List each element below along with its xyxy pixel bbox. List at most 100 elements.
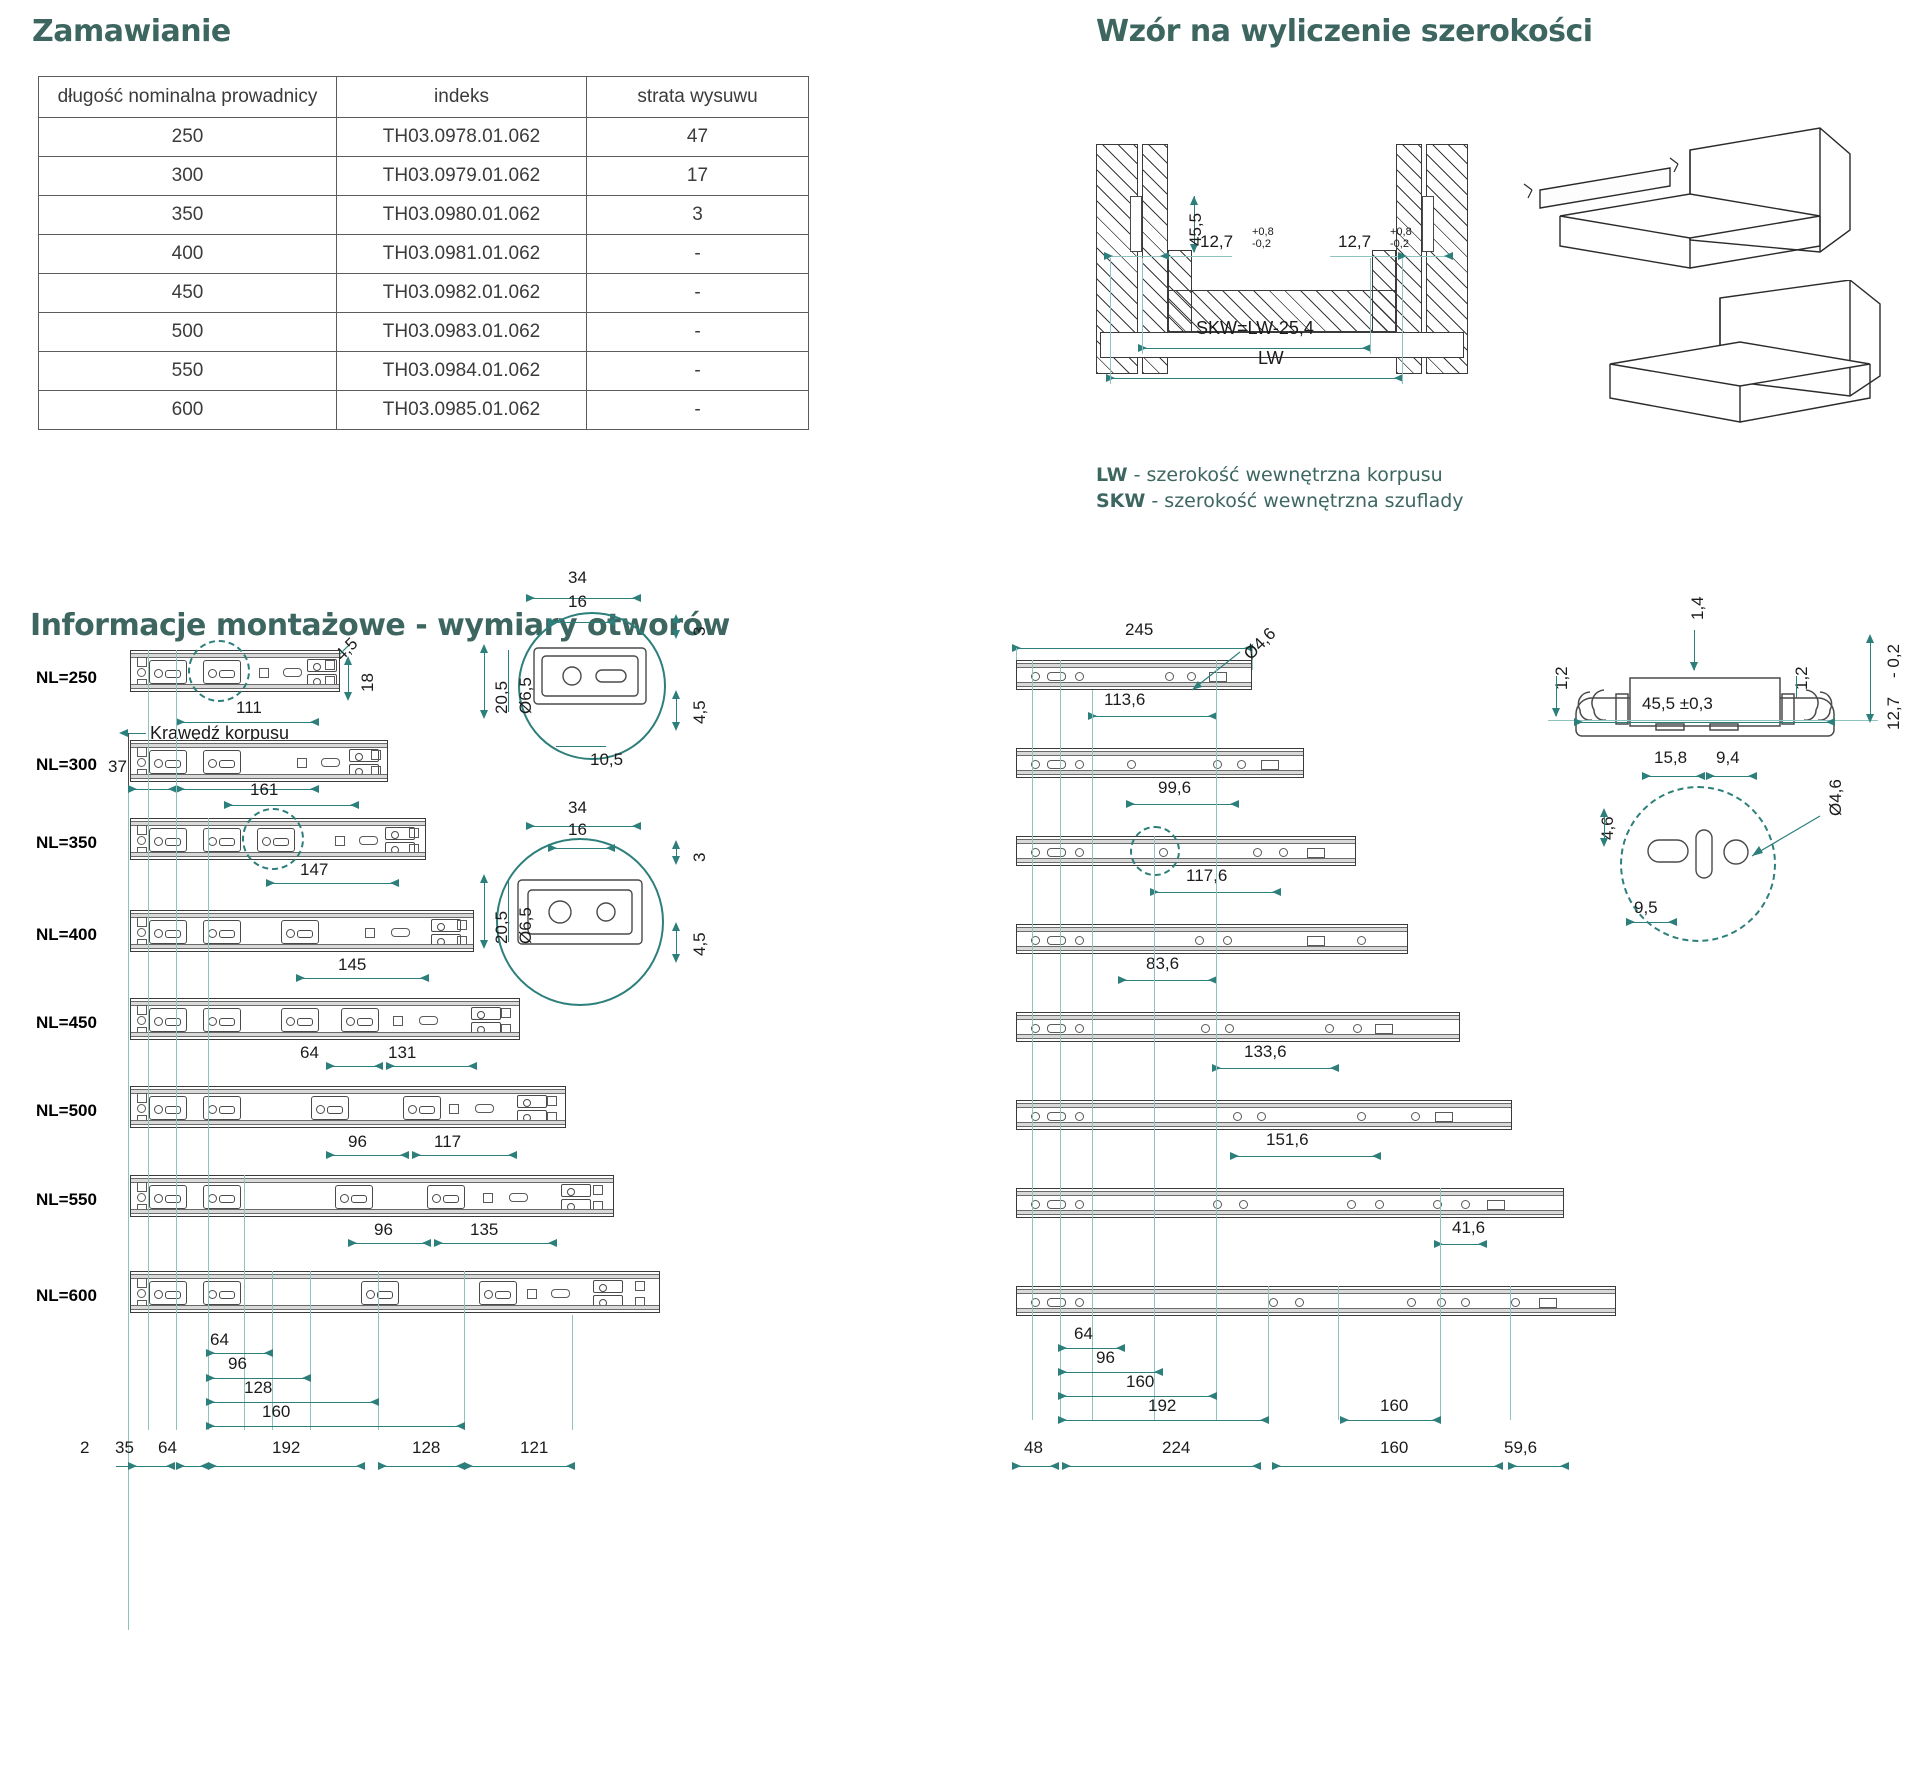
dim-113-6: 113,6 — [1104, 690, 1146, 709]
arrow-left — [1272, 888, 1281, 896]
square-hole — [137, 747, 147, 757]
square-hole — [501, 1024, 511, 1034]
dim-245: 245 — [1125, 620, 1154, 639]
dim-line-245 — [1016, 648, 1252, 649]
arrow-left — [1494, 1462, 1503, 1470]
arrow-down — [672, 954, 680, 963]
member-rail-2 — [1016, 748, 1304, 778]
mount-bracket — [149, 1008, 187, 1032]
arrow-right — [1058, 1368, 1067, 1376]
round-hole — [1213, 760, 1222, 769]
ext-line — [1142, 258, 1143, 354]
proj-line — [1268, 1286, 1269, 1420]
arrow-left — [302, 1374, 311, 1382]
arrow-down — [1866, 714, 1874, 723]
arrow-down — [1690, 662, 1698, 671]
dim-line — [1122, 980, 1216, 981]
arrow-left — [1362, 344, 1371, 352]
dim-detail1-205: 20,5 — [492, 680, 511, 714]
proj-line — [1060, 660, 1061, 1420]
rail-nl500 — [130, 1086, 566, 1128]
dim-133-6: 133,6 — [1244, 1042, 1287, 1061]
square-hole — [1375, 1024, 1393, 1034]
detail-marker-circle — [188, 640, 250, 702]
rail-nl550 — [130, 1175, 614, 1217]
proj-line — [1032, 660, 1033, 1420]
arrow-down — [1190, 244, 1198, 253]
round-hole — [137, 1289, 146, 1298]
square-hole — [137, 1300, 147, 1310]
cell-length: 500 — [38, 312, 337, 352]
round-hole — [137, 668, 146, 677]
cell-length: 250 — [38, 117, 337, 157]
square-hole — [1539, 1298, 1557, 1308]
round-hole — [1353, 1024, 1362, 1033]
dim-mchain-59-6: 59,6 — [1504, 1438, 1538, 1457]
arrow-right — [1062, 1462, 1071, 1470]
mount-bracket — [149, 1096, 187, 1120]
round-hole — [1239, 1200, 1248, 1209]
dim-117: 117 — [434, 1132, 462, 1151]
table-row: 300 TH03.0979.01.062 17 — [38, 156, 809, 196]
detail-circle-outline — [518, 612, 666, 760]
square-hole — [137, 1278, 147, 1288]
dim-line-145 — [300, 978, 428, 979]
arrow-left — [356, 1462, 365, 1470]
square-hole — [137, 1204, 147, 1214]
dim-145: 145 — [338, 955, 367, 974]
dim-line — [676, 924, 677, 960]
square-hole — [137, 769, 147, 779]
square-hole — [409, 844, 419, 854]
dim-chain-2: 2 — [80, 1438, 90, 1457]
dim-line — [1092, 716, 1216, 717]
round-hole — [1279, 848, 1288, 857]
arrow-left — [1260, 1416, 1269, 1424]
mount-bracket — [149, 920, 187, 944]
dim-gap-right-tol-top: +0,8 — [1390, 226, 1412, 238]
dim-chain-35: 35 — [115, 1438, 134, 1457]
dim-line — [1276, 1466, 1502, 1467]
arrow-left — [168, 785, 177, 793]
arrow-left — [1244, 644, 1253, 652]
member-rail-8 — [1016, 1286, 1616, 1316]
dim-line — [556, 746, 606, 747]
arrow-right — [1058, 1416, 1067, 1424]
cell-index: TH03.0985.01.062 — [336, 390, 587, 430]
cell-loss: - — [586, 351, 809, 391]
arrow-right — [1340, 1416, 1349, 1424]
round-hole — [1295, 1298, 1304, 1307]
arrow-left — [468, 1062, 477, 1070]
dim-line-131 — [390, 1066, 476, 1067]
square-hole — [409, 828, 419, 838]
col-header-loss: strata wysuwu — [586, 76, 809, 118]
round-hole — [1075, 760, 1084, 769]
table-row: 500 TH03.0983.01.062 - — [38, 312, 809, 352]
round-hole — [1031, 672, 1040, 681]
arrow-right — [266, 879, 275, 887]
cell-index: TH03.0980.01.062 — [336, 195, 587, 235]
round-hole — [137, 1104, 146, 1113]
cell-length: 600 — [38, 390, 337, 430]
round-hole — [1325, 1024, 1334, 1033]
dim-line — [530, 826, 640, 827]
mount-bracket — [281, 920, 319, 944]
page-title-ordering: Zamawianie — [32, 14, 231, 49]
dim-line-161 — [228, 805, 358, 806]
ext-line — [1402, 258, 1403, 384]
round-hole — [1187, 672, 1196, 681]
rail-label-nl400: NL=400 — [36, 925, 97, 944]
arrow-right — [326, 1062, 335, 1070]
arrow-right — [1574, 718, 1583, 726]
cell-loss: - — [586, 234, 809, 274]
arrow-left — [632, 822, 641, 830]
square-hole — [1487, 1200, 1505, 1210]
detail-top-geometry — [533, 647, 647, 705]
dim-line — [1870, 636, 1871, 720]
end-clip — [349, 749, 379, 762]
round-hole — [1031, 1024, 1040, 1033]
dim-chain-192: 192 — [272, 1438, 301, 1457]
arrow-up — [1866, 634, 1874, 643]
arrow-left — [1330, 1064, 1339, 1072]
col-header-length: długość nominalna prowadnicy — [38, 76, 337, 118]
arrow-left — [310, 718, 319, 726]
